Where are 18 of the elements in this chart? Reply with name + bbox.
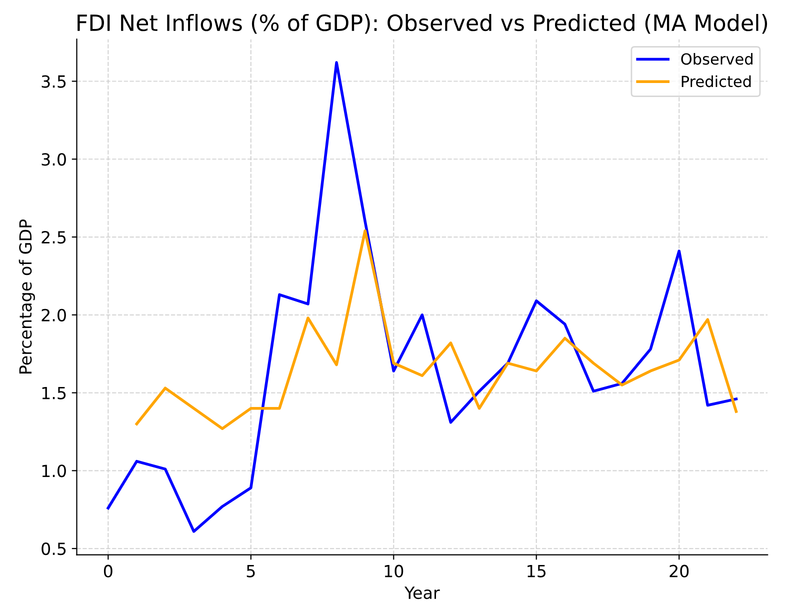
x-tick-label: 15: [528, 564, 546, 578]
x-tick-label: 5: [246, 564, 255, 578]
y-tick-label: 2.0: [42, 308, 66, 322]
chart-title: FDI Net Inflows (% of GDP): Observed vs Predicted (MA Model): [78, 14, 768, 34]
line-series: [135, 229, 738, 430]
legend-label: Predicted: [682, 75, 751, 88]
y-tick-label: 3.0: [42, 153, 66, 166]
legend-label: Observed: [681, 52, 752, 65]
x-tick-label: 10: [384, 564, 404, 578]
y-tick-label: 1.0: [42, 464, 66, 478]
y-axis-title: Percentage of GDP: [18, 219, 35, 374]
y-tick-label: 2.5: [42, 230, 66, 244]
x-tick-label: 20: [670, 564, 689, 578]
y-tick-label: 3.5: [42, 75, 66, 88]
x-axis-title: Year: [404, 586, 440, 600]
y-tick-label: 0.5: [42, 542, 66, 556]
x-tick-label: 0: [104, 564, 112, 578]
y-tick-label: 1.5: [42, 386, 66, 400]
